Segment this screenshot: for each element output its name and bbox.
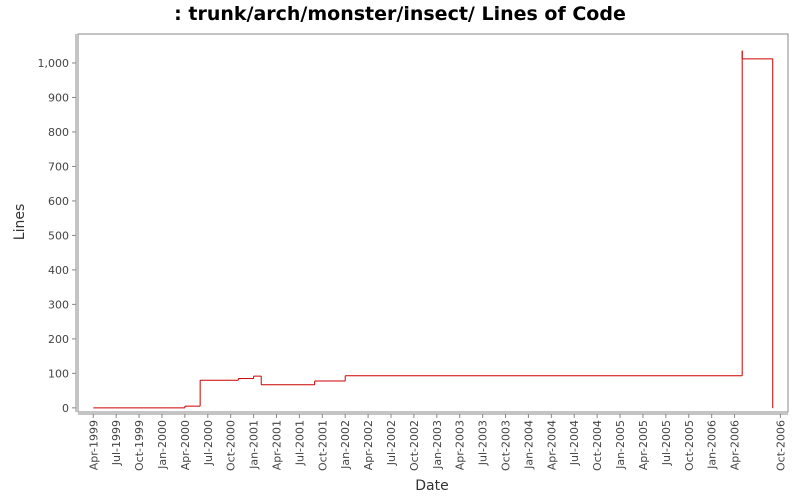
x-tick-label: Jul-2003 bbox=[477, 420, 490, 466]
x-tick-label: Jan-2002 bbox=[339, 420, 352, 470]
y-tick-label: 0 bbox=[62, 402, 69, 415]
x-tick-label: Jan-2001 bbox=[248, 420, 261, 470]
y-axis-title: Lines bbox=[12, 204, 28, 240]
y-tick-label: 900 bbox=[48, 91, 69, 104]
y-tick-label: 1,000 bbox=[38, 57, 70, 70]
x-tick-label: Jul-2000 bbox=[202, 420, 215, 466]
x-tick-label: Oct-2000 bbox=[225, 420, 238, 471]
x-tick-label: Jul-2005 bbox=[660, 420, 673, 466]
y-tick-label: 600 bbox=[48, 195, 69, 208]
x-tick-label: Apr-2006 bbox=[729, 420, 742, 470]
x-tick-label: Jan-2004 bbox=[522, 420, 535, 470]
x-tick-label: Apr-2000 bbox=[179, 420, 192, 470]
y-tick-label: 100 bbox=[48, 367, 69, 380]
y-tick-label: 700 bbox=[48, 160, 69, 173]
x-tick-label: Jul-2001 bbox=[293, 420, 306, 466]
y-tick-label: 300 bbox=[48, 298, 69, 311]
x-tick-label: Jul-1999 bbox=[110, 420, 123, 466]
y-tick-label: 400 bbox=[48, 264, 69, 277]
y-tick-label: 500 bbox=[48, 229, 69, 242]
x-tick-label: Apr-1999 bbox=[87, 420, 100, 470]
x-axis-title: Date bbox=[415, 478, 448, 494]
chart-title: : trunk/arch/monster/insect/ Lines of Co… bbox=[174, 3, 626, 25]
x-tick-label: Oct-2001 bbox=[316, 420, 329, 471]
x-tick-label: Apr-2001 bbox=[270, 420, 283, 470]
x-tick-label: Apr-2003 bbox=[454, 420, 467, 470]
y-tick-label: 800 bbox=[48, 126, 69, 139]
x-tick-label: Apr-2002 bbox=[362, 420, 375, 470]
x-tick-label: Jul-2002 bbox=[385, 420, 398, 466]
x-tick-label: Jan-2003 bbox=[431, 420, 444, 470]
x-tick-label: Jan-2005 bbox=[614, 420, 627, 470]
plot-area bbox=[77, 33, 789, 413]
x-tick-label: Apr-2004 bbox=[545, 420, 558, 470]
y-tick-label: 200 bbox=[48, 333, 69, 346]
x-tick-label: Jul-2004 bbox=[568, 420, 581, 466]
x-tick-label: Oct-2005 bbox=[683, 420, 696, 471]
x-tick-label: Apr-2005 bbox=[637, 420, 650, 470]
x-tick-label: Jan-2006 bbox=[706, 420, 719, 470]
x-tick-label: Oct-2006 bbox=[774, 420, 787, 471]
x-tick-label: Jan-2000 bbox=[156, 420, 169, 470]
x-tick-label: Oct-2003 bbox=[500, 420, 513, 471]
x-tick-label: Oct-2004 bbox=[591, 420, 604, 471]
x-tick-label: Oct-1999 bbox=[133, 420, 146, 471]
x-tick-label: Oct-2002 bbox=[408, 420, 421, 471]
